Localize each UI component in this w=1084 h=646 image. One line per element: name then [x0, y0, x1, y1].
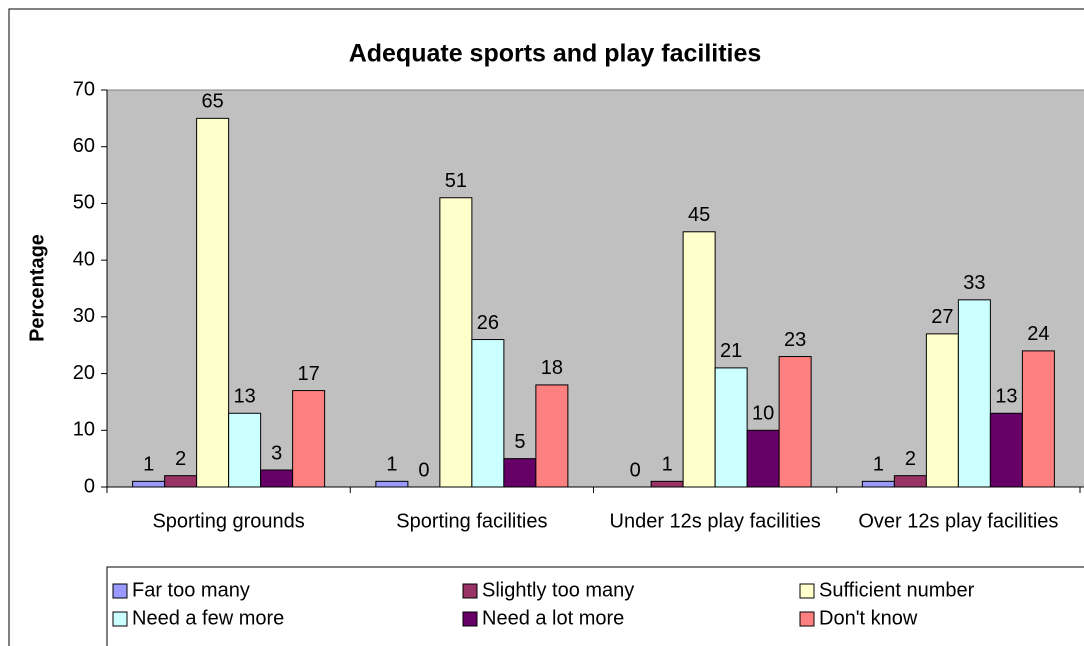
data-label: 2: [905, 448, 916, 470]
bar: [196, 117, 230, 488]
bar: [957, 299, 991, 488]
y-tick-label: 0: [84, 475, 95, 497]
y-tick-label: 30: [73, 305, 95, 327]
legend-swatch: [112, 611, 128, 627]
legend-label: Don't know: [819, 607, 918, 629]
x-tick-label: Sporting facilities: [396, 510, 547, 532]
bar: [535, 384, 569, 488]
data-label: 65: [202, 91, 224, 113]
data-label: 10: [752, 403, 774, 425]
legend-swatch: [462, 583, 478, 599]
data-label: 1: [662, 454, 673, 476]
bar: [228, 412, 262, 488]
legend-label: Sufficient number: [819, 579, 975, 601]
data-label: 24: [1027, 323, 1049, 345]
data-label: 26: [477, 312, 499, 334]
legend-label: Need a few more: [132, 607, 284, 629]
bar: [861, 480, 895, 488]
data-label: 33: [963, 272, 985, 294]
data-label: 51: [445, 170, 467, 192]
bar: [925, 333, 959, 488]
bar: [989, 412, 1023, 488]
legend-swatch: [799, 611, 815, 627]
data-label: 2: [175, 448, 186, 470]
legend-label: Slightly too many: [482, 579, 634, 601]
bar: [132, 480, 166, 488]
y-tick-label: 70: [73, 78, 95, 100]
bar: [650, 480, 684, 488]
plot-area: [106, 89, 1084, 488]
x-tick-label: Under 12s play facilities: [610, 510, 821, 532]
bar: [471, 339, 505, 488]
data-label: 13: [995, 386, 1017, 408]
bar: [778, 356, 812, 488]
bar: [439, 197, 473, 488]
data-label: 23: [784, 329, 806, 351]
y-tick-label: 50: [73, 192, 95, 214]
data-label: 0: [630, 459, 641, 481]
data-label: 0: [418, 459, 429, 481]
bar: [292, 390, 326, 488]
bar: [375, 480, 409, 488]
data-label: 17: [298, 363, 320, 385]
chart-title: Adequate sports and play facilities: [349, 40, 762, 68]
bar: [746, 429, 780, 488]
data-label: 13: [234, 386, 256, 408]
y-tick-label: 40: [73, 248, 95, 270]
y-axis-title: Percentage: [26, 234, 48, 342]
bar: [164, 475, 198, 488]
x-tick-label: Sporting grounds: [152, 510, 304, 532]
data-label: 21: [720, 340, 742, 362]
bar: [714, 367, 748, 488]
y-tick-label: 20: [73, 362, 95, 384]
y-tick-label: 60: [73, 135, 95, 157]
data-label: 3: [271, 442, 282, 464]
data-label: 18: [541, 357, 563, 379]
data-label: 45: [688, 204, 710, 226]
bar: [503, 458, 537, 488]
legend-box: [106, 566, 1084, 646]
data-label: 27: [931, 306, 953, 328]
data-label: 5: [514, 431, 525, 453]
legend-label: Need a lot more: [482, 607, 624, 629]
data-label: 1: [386, 454, 397, 476]
bar: [682, 231, 716, 488]
bar: [260, 469, 294, 488]
legend-label: Far too many: [132, 579, 250, 601]
y-tick-label: 10: [73, 419, 95, 441]
legend-swatch: [799, 583, 815, 599]
bar: [1021, 350, 1055, 488]
data-label: 1: [143, 454, 154, 476]
legend-swatch: [462, 611, 478, 627]
x-tick-label: Over 12s play facilities: [858, 510, 1058, 532]
legend-swatch: [112, 583, 128, 599]
data-label: 1: [873, 454, 884, 476]
bar: [893, 475, 927, 488]
